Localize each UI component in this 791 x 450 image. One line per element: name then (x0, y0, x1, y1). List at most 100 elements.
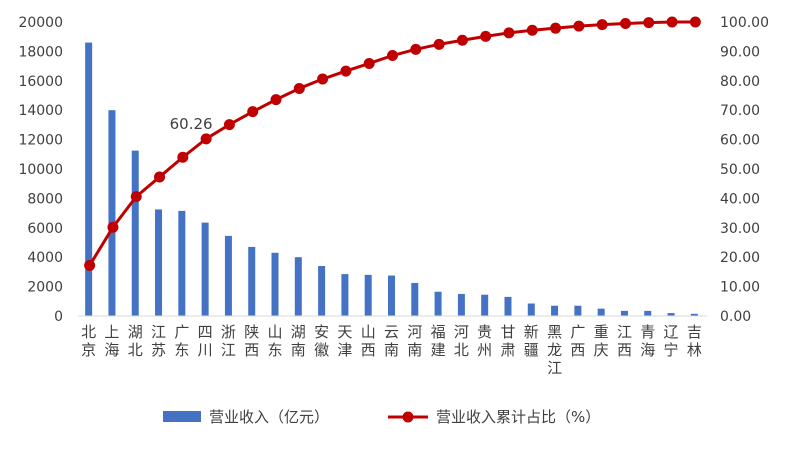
right-tick-label: 60.00 (720, 133, 760, 149)
bar (294, 257, 302, 316)
left-tick-label: 2000 (27, 280, 63, 296)
right-tick-label: 40.00 (720, 191, 760, 207)
category-label: 山东 (268, 323, 283, 359)
left-tick-label: 14000 (18, 103, 63, 119)
legend-bar-label: 营业收入（亿元） (209, 408, 329, 426)
line-point (293, 82, 305, 94)
category-label: 广东 (174, 323, 189, 359)
category-label: 河南 (407, 323, 422, 359)
category-label: 贵州 (477, 323, 492, 359)
data-labels: 60.26 (170, 115, 213, 133)
bar-series (85, 42, 698, 317)
cumulative-line-series (84, 16, 701, 271)
bar (690, 313, 698, 316)
bar (364, 274, 372, 316)
category-label: 湖北 (128, 323, 143, 359)
line-point (363, 57, 375, 69)
legend: 营业收入（亿元） 营业收入累计占比（%） (163, 408, 600, 426)
category-label: 北京 (81, 323, 96, 359)
line-point (340, 65, 352, 77)
category-labels: 北京上海湖北江苏广东四川浙江陕西山东湖南安徽天津山西云南河南福建河北贵州甘肃新疆… (81, 323, 702, 377)
left-tick-label: 10000 (18, 162, 63, 178)
bar (388, 275, 395, 316)
left-tick-label: 6000 (27, 221, 63, 237)
bar (434, 291, 442, 316)
line-point (689, 16, 701, 28)
category-label: 山西 (361, 323, 376, 359)
bar (108, 110, 116, 316)
bar (597, 308, 605, 316)
category-label: 甘肃 (500, 323, 515, 359)
right-tick-label: 10.00 (720, 280, 760, 296)
bar (271, 252, 279, 316)
line-point (200, 133, 212, 145)
category-label: 云南 (384, 323, 399, 359)
line-point (410, 43, 422, 55)
line-point (107, 221, 119, 233)
line-point (573, 20, 585, 32)
category-label: 江苏 (151, 323, 166, 359)
bar (481, 294, 489, 316)
line-point (154, 171, 166, 183)
right-tick-label: 30.00 (720, 221, 760, 237)
bar (411, 282, 419, 316)
line-point (130, 191, 142, 203)
bar (341, 274, 349, 316)
right-tick-label: 70.00 (720, 103, 760, 119)
bar (201, 222, 209, 316)
bar (248, 246, 256, 316)
left-tick-label: 20000 (18, 15, 63, 31)
line-point (387, 50, 398, 62)
category-label: 新疆 (524, 323, 539, 359)
category-label: 重庆 (594, 323, 609, 359)
bar (178, 210, 186, 316)
bar (504, 296, 512, 316)
legend-line-marker (402, 411, 414, 423)
bar (527, 303, 535, 316)
bar (620, 310, 628, 316)
left-axis: 0 2000 4000 6000 8000 10000 12000 14000 16000 180… (18, 15, 63, 325)
bar (667, 313, 675, 316)
line-point (526, 24, 538, 36)
line-point (84, 259, 96, 271)
line-point (177, 151, 189, 163)
left-tick-label: 18000 (18, 44, 63, 60)
right-tick-label: 90.00 (720, 44, 760, 60)
category-label: 上海 (104, 323, 119, 359)
bar (457, 293, 465, 316)
line-point (619, 17, 631, 29)
left-tick-label: 0 (54, 309, 63, 325)
line-point (317, 73, 329, 85)
category-label: 吉林 (687, 323, 702, 359)
category-label: 江西 (617, 323, 632, 359)
line-point (480, 30, 492, 42)
category-label: 黑龙江 (547, 323, 562, 377)
bar (224, 235, 232, 316)
line-point (247, 106, 259, 118)
category-label: 四川 (198, 323, 213, 359)
category-label: 天津 (337, 323, 352, 359)
category-label: 浙江 (221, 323, 236, 359)
right-tick-label: 0.00 (720, 309, 751, 325)
line-point (596, 19, 608, 31)
bar (644, 310, 652, 316)
right-tick-label: 100.00 (720, 15, 769, 31)
right-tick-label: 50.00 (720, 162, 760, 178)
category-label: 福建 (431, 323, 446, 359)
legend-line-label: 营业收入累计占比（%） (436, 408, 600, 426)
line-point (456, 34, 468, 46)
bar (318, 266, 326, 316)
left-tick-label: 16000 (18, 74, 63, 90)
right-tick-label: 80.00 (720, 74, 760, 90)
bar (131, 150, 139, 316)
category-label: 安徽 (314, 323, 329, 359)
data-label: 60.26 (170, 115, 213, 133)
line-point (433, 38, 445, 50)
category-label: 青海 (640, 323, 655, 359)
line-point (643, 17, 655, 29)
line-point (666, 16, 678, 28)
right-tick-label: 20.00 (720, 250, 760, 266)
category-label: 辽宁 (664, 323, 679, 359)
right-axis: 0.00 10.00 20.00 30.00 40.00 50.00 60.00 70.00 8… (720, 15, 769, 325)
